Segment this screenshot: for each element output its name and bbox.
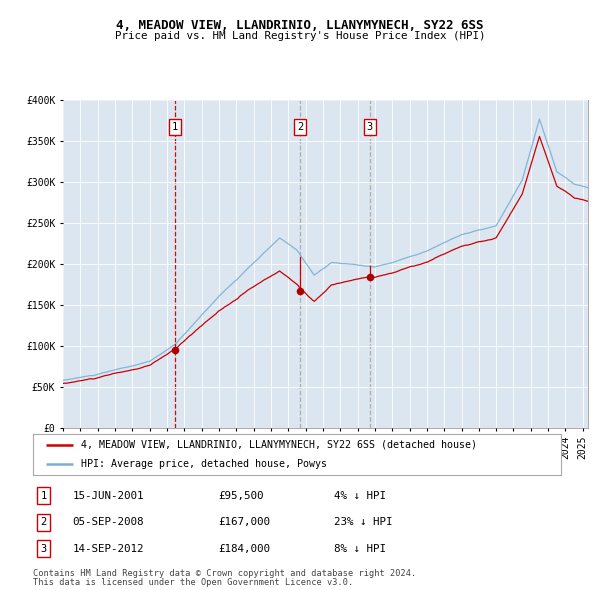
Text: HPI: Average price, detached house, Powys: HPI: Average price, detached house, Powy… xyxy=(80,459,326,469)
Point xyxy=(295,286,305,296)
Text: This data is licensed under the Open Government Licence v3.0.: This data is licensed under the Open Gov… xyxy=(33,578,353,587)
Text: 8% ↓ HPI: 8% ↓ HPI xyxy=(334,543,386,553)
Text: Price paid vs. HM Land Registry's House Price Index (HPI): Price paid vs. HM Land Registry's House … xyxy=(115,31,485,41)
Text: 4% ↓ HPI: 4% ↓ HPI xyxy=(334,491,386,501)
Text: 1: 1 xyxy=(40,491,47,501)
Text: 4, MEADOW VIEW, LLANDRINIO, LLANYMYNECH, SY22 6SS: 4, MEADOW VIEW, LLANDRINIO, LLANYMYNECH,… xyxy=(116,19,484,32)
Text: £95,500: £95,500 xyxy=(218,491,263,501)
Text: 14-SEP-2012: 14-SEP-2012 xyxy=(73,543,144,553)
Text: £167,000: £167,000 xyxy=(218,517,270,527)
Text: 4, MEADOW VIEW, LLANDRINIO, LLANYMYNECH, SY22 6SS (detached house): 4, MEADOW VIEW, LLANDRINIO, LLANYMYNECH,… xyxy=(80,440,476,450)
Text: 3: 3 xyxy=(40,543,47,553)
Text: £184,000: £184,000 xyxy=(218,543,270,553)
Text: 23% ↓ HPI: 23% ↓ HPI xyxy=(334,517,392,527)
Text: 15-JUN-2001: 15-JUN-2001 xyxy=(73,491,144,501)
Point xyxy=(365,273,374,282)
Text: Contains HM Land Registry data © Crown copyright and database right 2024.: Contains HM Land Registry data © Crown c… xyxy=(33,569,416,578)
Text: 05-SEP-2008: 05-SEP-2008 xyxy=(73,517,144,527)
Text: 2: 2 xyxy=(40,517,47,527)
Text: 3: 3 xyxy=(367,122,373,132)
Point xyxy=(170,345,179,354)
Text: 1: 1 xyxy=(172,122,178,132)
Text: 2: 2 xyxy=(297,122,303,132)
